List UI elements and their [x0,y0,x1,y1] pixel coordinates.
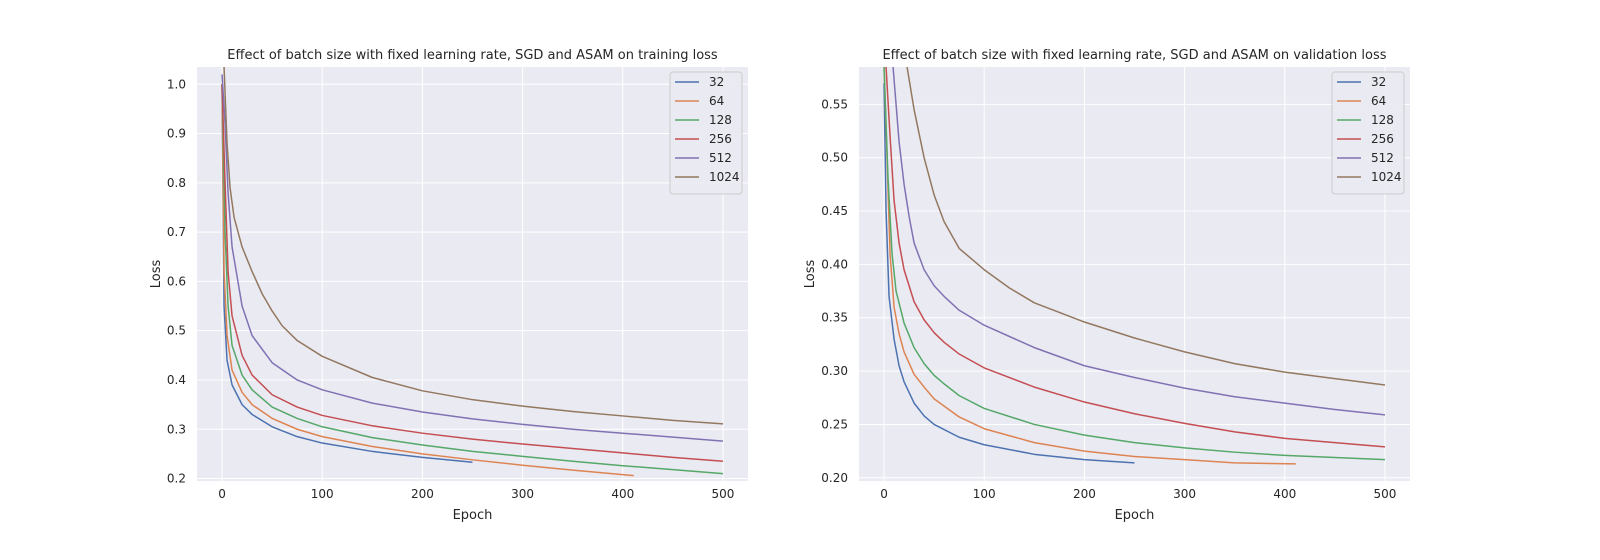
legend-box [669,71,743,195]
y-tick-label: 0.2 [167,472,186,486]
x-axis-label: Epoch [1115,508,1155,523]
y-tick-label: 0.7 [167,225,186,239]
series-line-64 [883,67,1296,465]
y-tick-label: 0.8 [167,176,186,190]
x-tick-label: 200 [1073,487,1096,501]
y-tick-label: 0.55 [821,97,848,111]
legend-label-128: 128 [709,113,732,127]
legend: 32 64 128 256 512 1024 [669,71,743,195]
plot-area [859,67,1410,481]
x-tick-label: 100 [973,487,996,501]
y-tick-label: 0.45 [821,204,848,218]
x-tick-label: 400 [1273,487,1296,501]
legend-label-128: 128 [1371,113,1394,127]
x-tick-label: 500 [712,487,735,501]
series-line-512 [221,74,724,442]
y-tick-label: 0.9 [167,127,186,141]
series-line-128 [221,84,724,475]
x-tick-label: 400 [611,487,634,501]
y-tick-label: 0.35 [821,311,848,325]
x-tick-label: 300 [1173,487,1196,501]
x-tick-label: 200 [411,487,434,501]
y-tick-label: 0.20 [821,471,848,485]
series-line-64 [221,84,634,477]
legend-label-1024: 1024 [1371,170,1402,184]
y-tick-label: 0.30 [821,364,848,378]
y-axis-label: Loss [149,260,164,289]
x-tick-label: 100 [311,487,334,501]
training-loss-chart: 0 100 200 300 400 500 0.2 0.3 0.4 0.5 0.6 0.7 0.8 0.9… [149,48,748,523]
plot-area [197,67,748,481]
x-tick-label: 300 [511,487,534,501]
y-tick-label: 0.6 [167,274,186,288]
series-line-1024 [223,67,724,425]
y-tick-label: 1.0 [167,77,186,91]
legend: 32 64 128 256 512 1024 [1331,71,1405,195]
tick-labels: 0 100 200 300 400 500 0.20 0.25 0.30 0.35 0.40 0.45… [821,97,1396,501]
series-line-256 [221,84,724,463]
series-lines [221,67,724,477]
legend-label-512: 512 [709,151,732,165]
tick-labels: 0 100 200 300 400 500 0.2 0.3 0.4 0.5 0.6 0.7 0.8 0.9… [167,77,735,501]
y-tick-label: 0.5 [167,324,186,338]
x-tick-label: 500 [1374,487,1397,501]
legend-label-512: 512 [1371,151,1394,165]
legend-box [1331,71,1405,195]
y-tick-label: 0.3 [167,422,186,436]
x-axis-label: Epoch [453,508,493,523]
legend-label-256: 256 [1371,132,1394,146]
chart-title: Effect of batch size with fixed learning… [882,48,1386,63]
chart-title: Effect of batch size with fixed learning… [227,48,718,63]
legend-label-256: 256 [709,132,732,146]
y-tick-label: 0.40 [821,257,848,271]
series-line-256 [885,67,1386,448]
series-line-1024 [906,67,1386,386]
legend-label-64: 64 [1371,94,1386,108]
series-lines [883,67,1386,465]
y-tick-label: 0.4 [167,373,186,387]
x-tick-label: 0 [218,487,226,501]
y-tick-label: 0.25 [821,417,848,431]
y-axis-label: Loss [803,260,818,289]
legend-label-32: 32 [709,75,724,89]
series-line-32 [221,84,473,464]
series-line-512 [892,67,1386,416]
legend-label-32: 32 [1371,75,1386,89]
y-tick-label: 0.50 [821,151,848,165]
legend-label-64: 64 [709,94,724,108]
validation-loss-chart: 0 100 200 300 400 500 0.20 0.25 0.30 0.35 0.40 0.45… [803,48,1410,523]
series-line-128 [883,67,1385,461]
series-line-32 [883,82,1135,464]
x-tick-label: 0 [880,487,888,501]
legend-label-1024: 1024 [709,170,740,184]
